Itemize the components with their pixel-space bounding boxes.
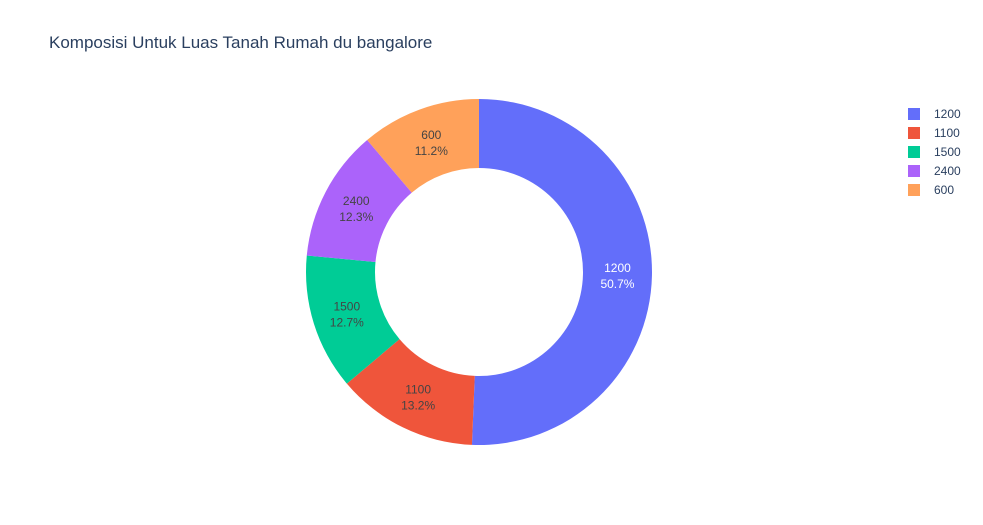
chart-legend: 1200 1100 1500 2400 600 [908, 107, 961, 197]
legend-swatch-2400[interactable] [908, 165, 920, 177]
legend-swatch-1100[interactable] [908, 127, 920, 139]
donut-slice-1200[interactable] [471, 99, 652, 445]
slice-label-1100: 1100 13.2% [401, 382, 435, 412]
legend-swatch-1500[interactable] [908, 146, 920, 158]
legend-swatch-600[interactable] [908, 184, 920, 196]
legend-label-1200[interactable]: 1200 [934, 107, 961, 121]
donut-slice-1100[interactable] [346, 339, 475, 445]
donut-slice-2400[interactable] [306, 140, 412, 263]
slice-label-600: 600 11.2% [415, 128, 448, 158]
slice-label-1500: 1500 12.7% [330, 299, 364, 329]
legend-label-2400[interactable]: 2400 [934, 164, 961, 178]
chart-title: Komposisi Untuk Luas Tanah Rumah du bang… [49, 33, 433, 52]
legend-label-600[interactable]: 600 [934, 183, 954, 197]
slice-label-1200: 1200 50.7% [600, 261, 634, 291]
legend-label-1100[interactable]: 1100 [934, 126, 960, 140]
legend-swatch-1200[interactable] [908, 108, 920, 120]
legend-label-1500[interactable]: 1500 [934, 145, 961, 159]
donut-slice-600[interactable] [367, 99, 479, 193]
donut-slice-1500[interactable] [306, 255, 400, 384]
slice-label-2400: 2400 12.3% [339, 194, 373, 224]
